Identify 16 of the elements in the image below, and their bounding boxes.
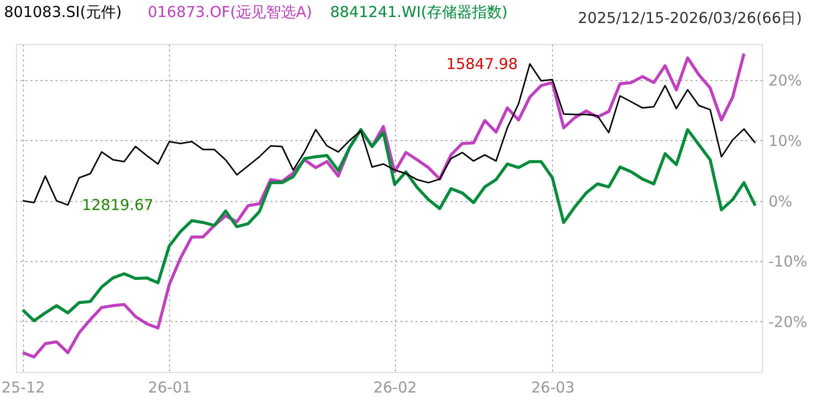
y-tick-label: 10% [768,132,802,150]
x-tick-label: 26-01 [148,378,192,396]
y-tick-label: 0% [768,192,792,210]
y-tick-label: 20% [768,72,802,90]
x-tick-label: 26-02 [373,378,417,396]
y-tick-label: -20% [768,312,808,331]
annotation: 15847.98 [446,54,518,73]
x-tick-label: 25-12 [1,378,46,396]
text: 801083.SI(元件) [4,3,122,21]
text: 8841241.WI(存储器指数) [330,3,508,21]
annotation: 12819.67 [82,196,154,214]
line-series [21,128,757,322]
text: 016873.OF(远见智选A) [148,3,312,21]
x-tick-label: 26-03 [531,378,575,396]
y-tick-label: -10% [768,252,808,271]
text: 2025/12/15-2026/03/26(66日) [578,9,802,27]
